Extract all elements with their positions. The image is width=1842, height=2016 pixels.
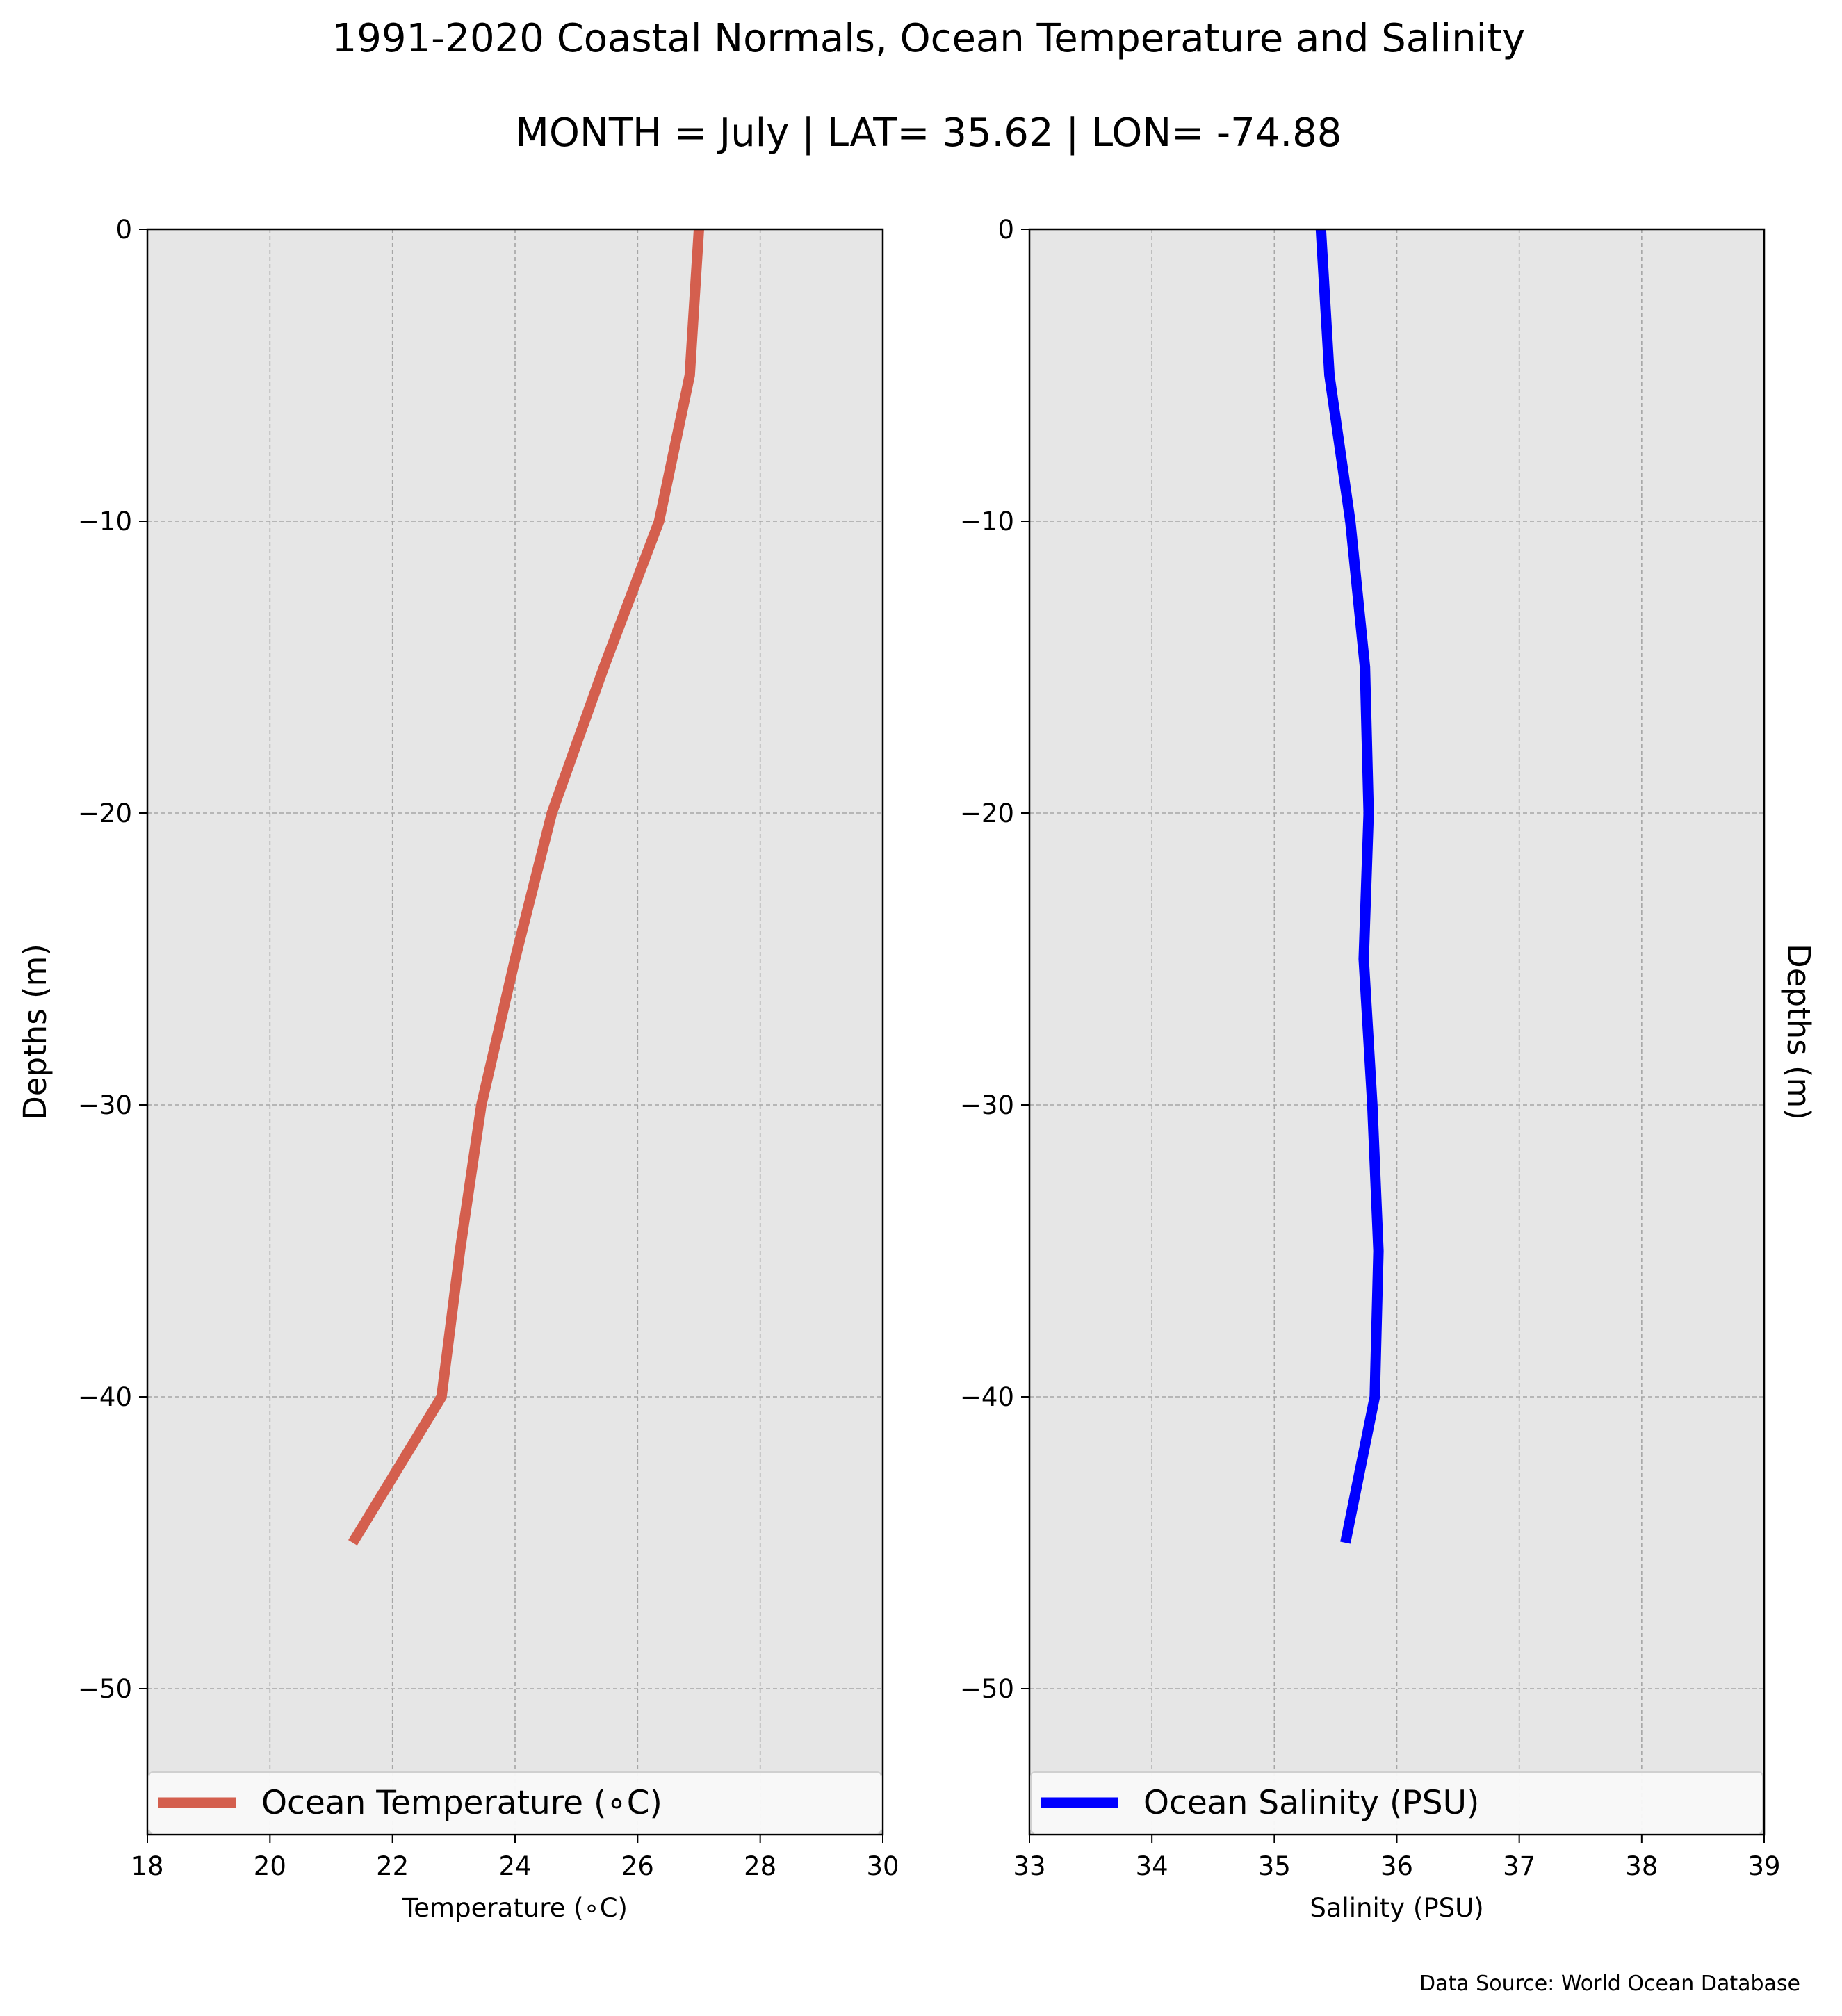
temperature-x-tick-label: 30 [866,1851,899,1881]
salinity-x-tick-label: 38 [1625,1851,1658,1881]
salinity-y-tick-label: −50 [960,1674,1014,1704]
temperature-y-tick-label: −30 [78,1090,132,1120]
temperature-y-tick-label: −40 [78,1382,132,1412]
temperature-y-tick-label: −50 [78,1674,132,1704]
temperature-y-tick-label: −20 [78,798,132,828]
salinity-x-tick-label: 36 [1380,1851,1413,1881]
temperature-y-tick-label: 0 [115,215,132,245]
temperature-y-tick-label: −10 [78,507,132,536]
chart-title: 1991-2020 Coastal Normals, Ocean Tempera… [332,16,1526,61]
temperature-x-axis-label: Temperature (∘C) [402,1893,628,1923]
salinity-legend-label: Ocean Salinity (PSU) [1143,1784,1479,1822]
salinity-x-tick-label: 37 [1503,1851,1535,1881]
salinity-panel: 33 34 35 36 37 38 39 0 −10 −20 −30 −40 −50 Salinity (… [960,215,1817,1923]
salinity-y-tick-label: 0 [997,215,1014,245]
salinity-x-tick-label: 34 [1136,1851,1168,1881]
temperature-x-tick-label: 26 [621,1851,654,1881]
salinity-y-tick-label: −40 [960,1382,1014,1412]
salinity-y-tick-label: −20 [960,798,1014,828]
temperature-series-line [348,229,704,1546]
temperature-x-tick-label: 22 [376,1851,409,1881]
salinity-series-line [1315,229,1384,1544]
temperature-legend-label: Ocean Temperature (∘C) [261,1784,662,1822]
salinity-x-tick-label: 33 [1013,1851,1045,1881]
temperature-x-tick-label: 18 [131,1851,163,1881]
temperature-panel: 18 20 22 24 26 28 30 0 −10 −20 −30 −40 −50 Temperatur… [17,215,899,1923]
temperature-legend-box [148,1771,882,1834]
temperature-y-axis-label: Depths (m) [17,944,54,1120]
salinity-y-tick-label: −30 [960,1090,1014,1120]
temperature-x-tick-label: 24 [498,1851,531,1881]
data-source-note: Data Source: World Ocean Database [1419,1972,1800,1996]
temperature-x-tick-label: 20 [254,1851,286,1881]
salinity-y-tick-label: −10 [960,507,1014,536]
temperature-x-tick-label: 28 [744,1851,776,1881]
salinity-x-axis-label: Salinity (PSU) [1310,1893,1483,1923]
chart-subtitle: MONTH = July | LAT= 35.62 | LON= -74.88 [516,110,1342,156]
salinity-legend-box [1030,1771,1763,1834]
salinity-x-tick-label: 39 [1747,1851,1780,1881]
salinity-y-axis-label: Depths (m) [1780,944,1817,1120]
salinity-x-tick-label: 35 [1258,1851,1291,1881]
